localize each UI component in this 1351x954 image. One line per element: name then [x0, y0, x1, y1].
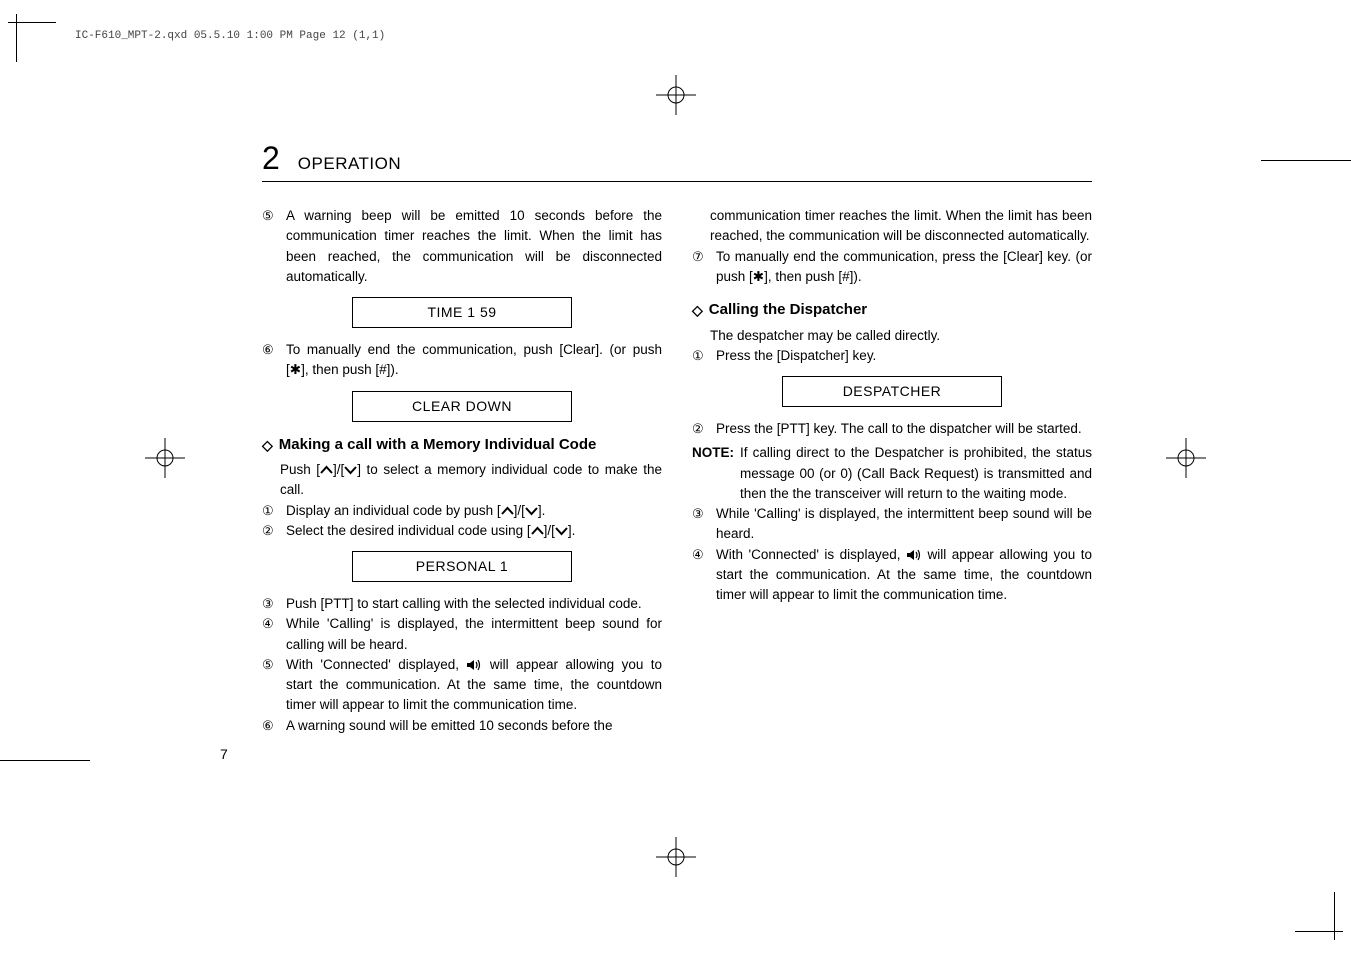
- intro-text: Push []/[] to select a memory individual…: [280, 460, 662, 501]
- step-text: While 'Calling' is displayed, the interm…: [716, 504, 1092, 545]
- lcd-display-personal: PERSONAL 1: [352, 551, 572, 582]
- trim-tick-left: [0, 760, 90, 761]
- right-column: communication timer reaches the limit. W…: [692, 206, 1092, 736]
- prepress-header: IC-F610_MPT-2.qxd 05.5.10 1:00 PM Page 1…: [75, 30, 385, 42]
- note-label: NOTE:: [692, 443, 734, 504]
- step-text: While 'Calling' is displayed, the interm…: [286, 614, 662, 655]
- down-arrow-icon: [555, 526, 568, 536]
- lcd-display-clear: CLEAR DOWN: [352, 391, 572, 422]
- diamond-icon: ◇: [262, 434, 273, 457]
- step-marker: ⑤: [262, 206, 280, 287]
- registration-mark-bottom: [656, 837, 696, 882]
- lcd-display-despatcher: DESPATCHER: [782, 376, 1002, 407]
- step-marker: ⑥: [262, 340, 280, 381]
- step-marker: ④: [262, 614, 280, 655]
- step-marker: ②: [262, 521, 280, 541]
- step-text: With 'Connected' is displayed, will appe…: [716, 545, 1092, 606]
- step-marker: ⑥: [262, 716, 280, 736]
- up-arrow-icon: [320, 465, 333, 475]
- speaker-icon: [466, 659, 482, 671]
- note-block: NOTE: If calling direct to the Despatche…: [692, 443, 1092, 504]
- down-arrow-icon: [344, 465, 357, 475]
- note-body: If calling direct to the Despatcher is p…: [740, 443, 1092, 504]
- chapter-heading: 2 OPERATION: [262, 140, 1092, 182]
- left-column: ⑤ A warning beep will be emitted 10 seco…: [262, 206, 662, 736]
- registration-mark-top: [656, 75, 696, 120]
- speaker-icon: [906, 549, 922, 561]
- down-arrow-icon: [525, 506, 538, 516]
- step-text: With 'Connected' displayed, will appear …: [286, 655, 662, 716]
- subheading-memory-call: ◇ Making a call with a Memory Individual…: [262, 434, 662, 457]
- step-marker: ⑤: [262, 655, 280, 716]
- page-number: 7: [220, 746, 228, 762]
- step-text: Select the desired individual code using…: [286, 521, 662, 541]
- step-marker: ②: [692, 419, 710, 439]
- up-arrow-icon: [501, 506, 514, 516]
- step-text: To manually end the communication, push …: [286, 340, 662, 381]
- trim-tick-right: [1261, 160, 1351, 161]
- registration-mark-right: [1166, 438, 1206, 483]
- asterisk-icon: ✱: [290, 362, 301, 377]
- step-text: Press the [PTT] key. The call to the dis…: [716, 419, 1092, 439]
- subheading-dispatcher: ◇ Calling the Dispatcher: [692, 299, 1092, 322]
- chapter-title: OPERATION: [298, 154, 401, 174]
- step-marker: ①: [692, 346, 710, 366]
- continuation-text: communication timer reaches the limit. W…: [710, 206, 1092, 247]
- step-marker: ③: [262, 594, 280, 614]
- up-arrow-icon: [531, 526, 544, 536]
- diamond-icon: ◇: [692, 299, 703, 322]
- asterisk-icon: ✱: [753, 269, 764, 284]
- step-marker: ④: [692, 545, 710, 606]
- step-marker: ①: [262, 501, 280, 521]
- step-text: To manually end the communication, press…: [716, 247, 1092, 288]
- chapter-number: 2: [262, 140, 280, 177]
- lcd-display-time: TIME 1 59: [352, 297, 572, 328]
- step-marker: ⑦: [692, 247, 710, 288]
- step-text: Display an individual code by push []/[]…: [286, 501, 662, 521]
- step-text: A warning beep will be emitted 10 second…: [286, 206, 662, 287]
- step-text: Press the [Dispatcher] key.: [716, 346, 1092, 366]
- page-content: 2 OPERATION ⑤ A warning beep will be emi…: [262, 140, 1092, 736]
- step-text: Push [PTT] to start calling with the sel…: [286, 594, 662, 614]
- registration-mark-left: [145, 438, 185, 483]
- step-marker: ③: [692, 504, 710, 545]
- intro-text: The despatcher may be called directly.: [710, 326, 1092, 346]
- step-text: A warning sound will be emitted 10 secon…: [286, 716, 662, 736]
